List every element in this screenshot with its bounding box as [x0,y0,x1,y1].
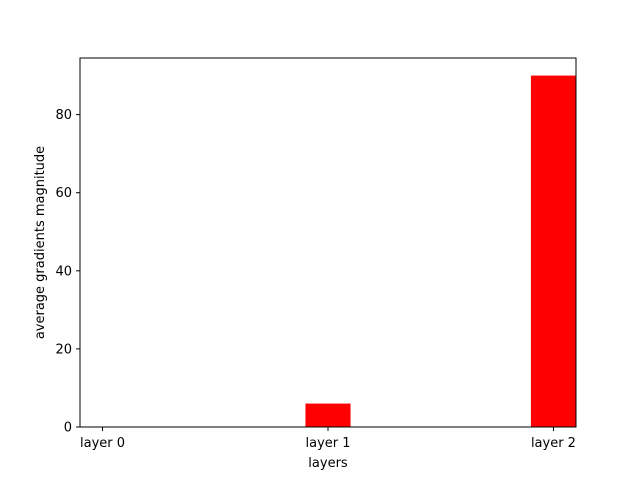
y-tick-label: 80 [55,108,72,123]
y-axis-ticks: 0 20 40 60 80 [55,108,80,436]
y-tick-label: 60 [55,186,72,201]
y-tick-label: 40 [55,264,72,279]
x-axis-label: layers [308,456,348,471]
bar-layer-2 [530,75,576,428]
y-axis-label: average gradients magnitude [33,146,48,339]
x-tick-label: layer 2 [531,436,576,451]
y-tick-label: 20 [55,342,72,357]
bars-group [305,75,576,428]
y-tick-label: 0 [64,421,72,436]
x-axis-ticks: layer 0 layer 1 layer 2 [80,427,576,451]
bar-layer-1 [305,403,351,427]
x-tick-label: layer 1 [305,436,350,451]
x-tick-label: layer 0 [80,436,125,451]
